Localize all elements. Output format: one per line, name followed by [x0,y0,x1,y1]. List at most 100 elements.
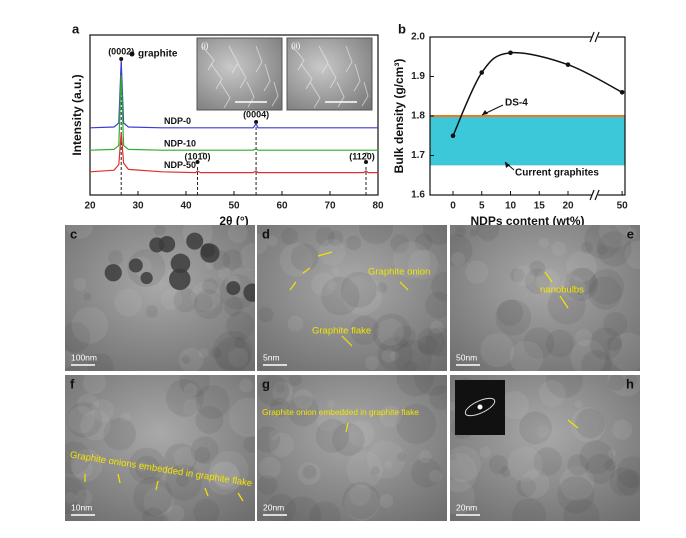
texture-blob [536,425,550,439]
texture-blob [500,390,529,420]
particle [128,258,143,273]
texture-blob [516,477,537,497]
texture-blob [195,385,230,420]
texture-blob [570,339,606,371]
tem-image: e 50nm nanobulbs [450,225,640,371]
annotation-arrow [345,422,349,433]
x-tick-label: 20 [84,201,96,212]
spectrum-line [89,132,378,174]
spectrum-line [89,60,378,129]
texture-blob [153,225,166,236]
x-tick-label: 40 [180,201,192,212]
sem-texture [318,45,329,74]
texture-blob [450,479,475,515]
texture-blob [65,350,74,369]
texture-blob [348,483,371,506]
texture-blob [183,383,198,397]
texture-blob [581,350,612,371]
texture-blob [450,251,466,266]
sem-texture [336,81,345,108]
texture-blob [190,436,219,464]
texture-blob [315,419,350,453]
texture-blob [160,288,183,311]
texture-blob [524,268,550,294]
texture-blob [469,228,478,237]
data-point [508,50,513,56]
axis-break-mark [594,31,600,43]
texture-blob [80,410,111,441]
x-tick-label: 70 [324,201,336,212]
texture-blob [557,476,595,514]
texture-blob [450,234,473,267]
texture-blob [217,267,231,280]
texture-blob [596,231,632,267]
texture-blob [359,225,394,245]
texture-blob [414,233,433,251]
texture-blob [228,347,249,368]
tem-background [450,225,640,371]
texture-blob [127,249,166,288]
texture-blob [71,307,109,344]
sem-texture [271,81,279,107]
texture-blob [164,443,197,476]
texture-blob [327,280,338,291]
particle [140,271,153,285]
legend-label: graphite [138,49,178,60]
texture-blob [519,411,552,445]
arrow-head [482,110,488,115]
texture-blob [575,408,606,439]
texture-blob [476,225,500,241]
texture-blob [499,466,511,477]
texture-blob [91,399,114,422]
texture-blob [70,449,103,482]
graphite-dot [195,160,200,164]
texture-blob [379,405,402,428]
tem-image: g 20nm Graphite onion embedded in graphite… [257,375,447,521]
texture-blob [202,278,219,295]
x-tick-label: 5 [479,201,485,212]
scale-bar-label: 10nm [71,502,92,512]
texture-blob [425,291,447,319]
inset-label: (i) [201,40,209,50]
texture-blob [379,494,394,508]
texture-blob [520,469,550,499]
graphite-dot [254,120,259,124]
texture-blob [258,456,281,479]
texture-blob [488,454,509,475]
series-label: NDP-0 [164,116,191,126]
annotation-arrow [317,251,333,257]
x-tick-label: 15 [534,201,546,212]
panel-label: c [70,226,77,241]
texture-blob [367,440,406,479]
texture-blob [529,260,546,277]
texture-blob [190,281,221,312]
y-tick-label: 1.7 [411,150,425,161]
texture-blob [269,432,294,457]
texture-blob [332,423,365,456]
sem-inset [196,37,283,111]
texture-blob [327,230,344,247]
texture-blob [179,375,210,397]
texture-blob [283,496,322,521]
spectrum-line [89,74,378,151]
texture-blob [389,351,400,361]
sem-texture [201,45,215,71]
texture-blob [411,457,441,488]
inset-label: (ii) [291,40,301,50]
texture-blob [316,410,338,432]
texture-blob [183,398,200,416]
x-tick-label: 60 [276,201,288,212]
texture-blob [340,271,377,308]
texture-blob [212,330,253,371]
texture-blob [393,325,416,348]
texture-blob [384,460,393,469]
texture-blob [589,327,622,360]
particle [243,283,255,302]
texture-blob [612,419,633,440]
sem-texture [309,81,321,109]
texture-blob [413,375,447,396]
texture-blob [65,491,77,504]
y-tick-label: 1.6 [411,190,425,201]
sem-texture [353,63,361,92]
texture-blob [496,299,524,326]
